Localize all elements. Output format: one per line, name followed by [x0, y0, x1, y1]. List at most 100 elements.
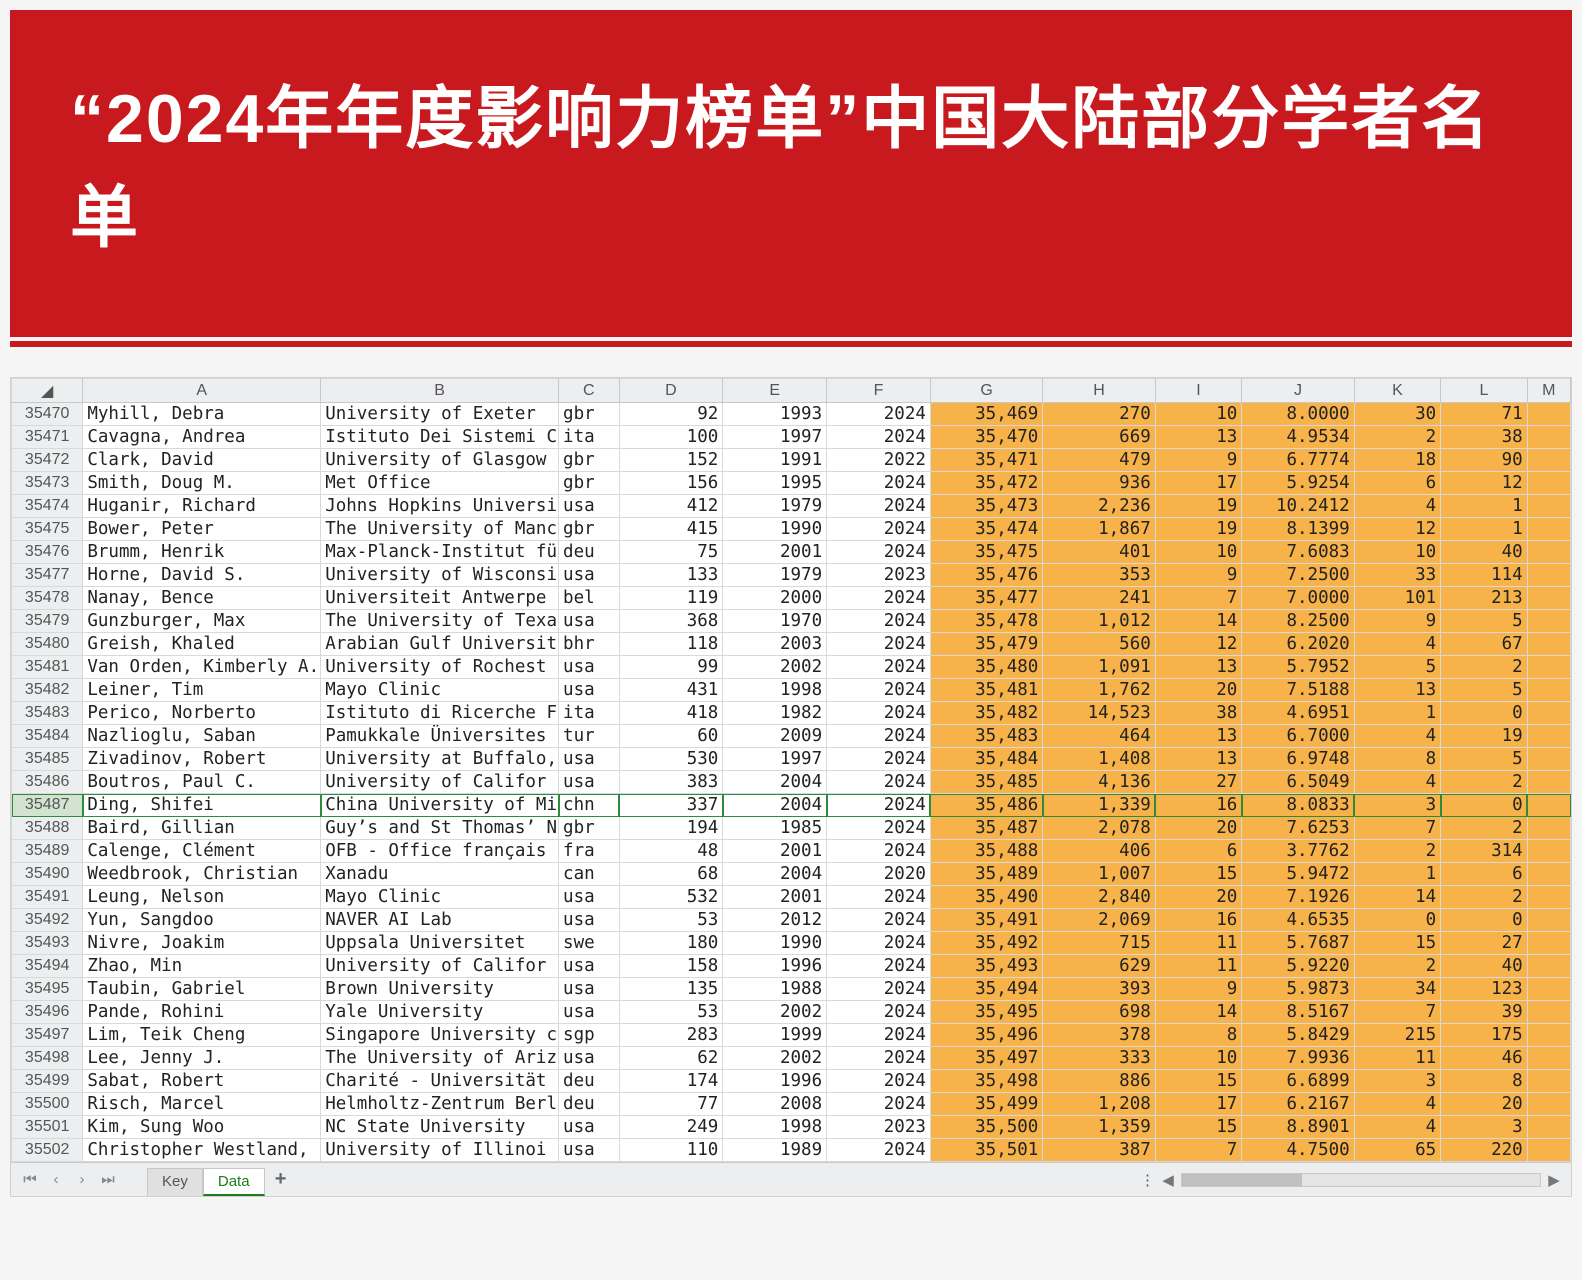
cell-L[interactable]: 175: [1441, 1024, 1527, 1047]
cell-K[interactable]: 1: [1354, 702, 1440, 725]
cell-E[interactable]: 2008: [723, 1093, 827, 1116]
cell-J[interactable]: 7.2500: [1242, 564, 1354, 587]
cell-F[interactable]: 2024: [827, 702, 931, 725]
row-header[interactable]: 35482: [12, 679, 83, 702]
cell-J[interactable]: 6.2167: [1242, 1093, 1354, 1116]
cell-E[interactable]: 1979: [723, 495, 827, 518]
row-header[interactable]: 35502: [12, 1139, 83, 1162]
cell-E[interactable]: 1995: [723, 472, 827, 495]
cell-E[interactable]: 1999: [723, 1024, 827, 1047]
cell-K[interactable]: 7: [1354, 1001, 1440, 1024]
cell-B[interactable]: Istituto di Ricerche F: [321, 702, 559, 725]
column-header-E[interactable]: E: [723, 379, 827, 403]
cell-D[interactable]: 532: [619, 886, 723, 909]
cell-E[interactable]: 2004: [723, 794, 827, 817]
cell-L[interactable]: 6: [1441, 863, 1527, 886]
table-row[interactable]: 35501Kim, Sung WooNC State Universityusa…: [12, 1116, 1571, 1139]
cell-K[interactable]: 2: [1354, 955, 1440, 978]
cell-K[interactable]: 34: [1354, 978, 1440, 1001]
cell-H[interactable]: 401: [1043, 541, 1155, 564]
cell-J[interactable]: 5.9472: [1242, 863, 1354, 886]
cell-C[interactable]: deu: [559, 541, 620, 564]
cell-E[interactable]: 1985: [723, 817, 827, 840]
cell-K[interactable]: 4: [1354, 1093, 1440, 1116]
cell-F[interactable]: 2024: [827, 817, 931, 840]
row-header[interactable]: 35500: [12, 1093, 83, 1116]
cell-H[interactable]: 241: [1043, 587, 1155, 610]
table-row[interactable]: 35498Lee, Jenny J.The University of Ariz…: [12, 1047, 1571, 1070]
cell-F[interactable]: 2024: [827, 886, 931, 909]
cell-M[interactable]: [1527, 909, 1570, 932]
cell-G[interactable]: 35,472: [930, 472, 1042, 495]
cell-J[interactable]: 7.6083: [1242, 541, 1354, 564]
cell-F[interactable]: 2024: [827, 587, 931, 610]
cell-K[interactable]: 1: [1354, 863, 1440, 886]
table-row[interactable]: 35476Brumm, HenrikMax-Planck-Institut fü…: [12, 541, 1571, 564]
sheet-tab-key[interactable]: Key: [147, 1168, 203, 1196]
cell-A[interactable]: Sabat, Robert: [83, 1070, 321, 1093]
row-header[interactable]: 35484: [12, 725, 83, 748]
cell-F[interactable]: 2024: [827, 794, 931, 817]
cell-J[interactable]: 7.9936: [1242, 1047, 1354, 1070]
cell-E[interactable]: 1993: [723, 403, 827, 426]
cell-G[interactable]: 35,470: [930, 426, 1042, 449]
cell-K[interactable]: 13: [1354, 679, 1440, 702]
cell-K[interactable]: 14: [1354, 886, 1440, 909]
cell-A[interactable]: Greish, Khaled: [83, 633, 321, 656]
cell-K[interactable]: 4: [1354, 633, 1440, 656]
row-header[interactable]: 35501: [12, 1116, 83, 1139]
cell-I[interactable]: 15: [1155, 1116, 1241, 1139]
cell-E[interactable]: 1988: [723, 978, 827, 1001]
cell-G[interactable]: 35,481: [930, 679, 1042, 702]
row-header[interactable]: 35491: [12, 886, 83, 909]
cell-D[interactable]: 194: [619, 817, 723, 840]
column-header-L[interactable]: L: [1441, 379, 1527, 403]
row-header[interactable]: 35477: [12, 564, 83, 587]
cell-D[interactable]: 415: [619, 518, 723, 541]
table-row[interactable]: 35487Ding, ShifeiChina University of Mic…: [12, 794, 1571, 817]
cell-K[interactable]: 6: [1354, 472, 1440, 495]
table-row[interactable]: 35500Risch, MarcelHelmholtz-Zentrum Berl…: [12, 1093, 1571, 1116]
cell-C[interactable]: fra: [559, 840, 620, 863]
cell-D[interactable]: 383: [619, 771, 723, 794]
table-row[interactable]: 35499Sabat, RobertCharité - Universitätd…: [12, 1070, 1571, 1093]
cell-D[interactable]: 53: [619, 1001, 723, 1024]
cell-D[interactable]: 135: [619, 978, 723, 1001]
cell-K[interactable]: 65: [1354, 1139, 1440, 1162]
cell-M[interactable]: [1527, 817, 1570, 840]
cell-A[interactable]: Clark, David: [83, 449, 321, 472]
cell-D[interactable]: 75: [619, 541, 723, 564]
cell-G[interactable]: 35,476: [930, 564, 1042, 587]
table-row[interactable]: 35480Greish, KhaledArabian Gulf Universi…: [12, 633, 1571, 656]
cell-I[interactable]: 11: [1155, 932, 1241, 955]
cell-D[interactable]: 174: [619, 1070, 723, 1093]
cell-B[interactable]: Guy’s and St Thomas’ N: [321, 817, 559, 840]
cell-C[interactable]: usa: [559, 978, 620, 1001]
cell-A[interactable]: Calenge, Clément: [83, 840, 321, 863]
cell-K[interactable]: 7: [1354, 817, 1440, 840]
cell-D[interactable]: 156: [619, 472, 723, 495]
cell-E[interactable]: 2004: [723, 771, 827, 794]
cell-J[interactable]: 7.0000: [1242, 587, 1354, 610]
cell-L[interactable]: 3: [1441, 1116, 1527, 1139]
cell-C[interactable]: gbr: [559, 472, 620, 495]
cell-I[interactable]: 14: [1155, 610, 1241, 633]
cell-G[interactable]: 35,475: [930, 541, 1042, 564]
cell-E[interactable]: 1989: [723, 1139, 827, 1162]
cell-H[interactable]: 2,078: [1043, 817, 1155, 840]
cell-D[interactable]: 431: [619, 679, 723, 702]
cell-H[interactable]: 479: [1043, 449, 1155, 472]
cell-M[interactable]: [1527, 886, 1570, 909]
cell-B[interactable]: Pamukkale Üniversites: [321, 725, 559, 748]
column-header-G[interactable]: G: [930, 379, 1042, 403]
cell-C[interactable]: usa: [559, 1116, 620, 1139]
table-row[interactable]: 35481Van Orden, Kimberly A.University of…: [12, 656, 1571, 679]
cell-D[interactable]: 118: [619, 633, 723, 656]
cell-E[interactable]: 2001: [723, 541, 827, 564]
cell-K[interactable]: 4: [1354, 495, 1440, 518]
cell-E[interactable]: 1970: [723, 610, 827, 633]
cell-M[interactable]: [1527, 449, 1570, 472]
row-header[interactable]: 35499: [12, 1070, 83, 1093]
cell-F[interactable]: 2020: [827, 863, 931, 886]
cell-K[interactable]: 4: [1354, 1116, 1440, 1139]
